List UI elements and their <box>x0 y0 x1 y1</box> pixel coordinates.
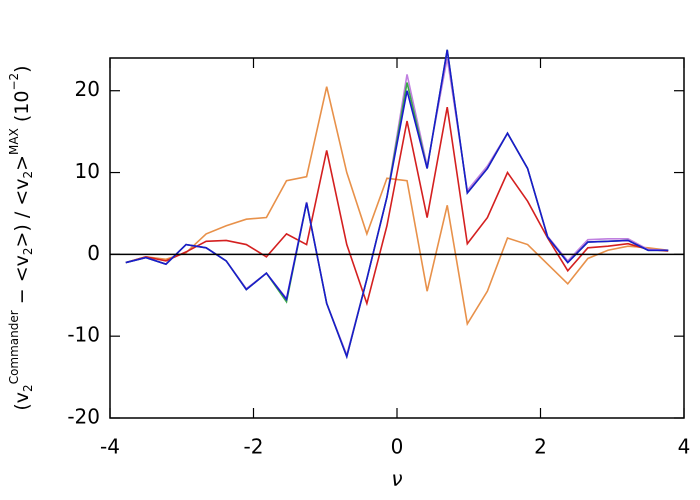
series-line <box>125 49 669 360</box>
y-axis-label: (v2Commander − <v2>) / <v2>MAX (10−2) <box>7 65 35 410</box>
y-label-part: ) <box>11 65 33 72</box>
y-label-part: (10 <box>11 91 33 129</box>
x-tick-label: -4 <box>100 435 120 459</box>
y-label-part: − <v <box>11 255 33 310</box>
y-label-part: >) / <v <box>11 179 33 248</box>
series-line <box>125 86 669 327</box>
y-label-part: −2 <box>7 73 21 91</box>
x-tick-label: 2 <box>534 435 547 459</box>
series-line <box>125 106 669 307</box>
y-tick-label: -10 <box>67 323 100 347</box>
y-label-part: > <box>11 155 33 171</box>
plot-frame <box>109 57 685 419</box>
y-label-part: 2 <box>21 384 35 392</box>
y-tick-label: 20 <box>75 77 100 101</box>
y-tick-label: 10 <box>75 159 100 183</box>
x-axis-label: ν <box>391 467 402 491</box>
y-label-part: (v <box>11 392 33 411</box>
x-tick-label: 4 <box>678 435 691 459</box>
y-tick-label: -20 <box>67 405 100 429</box>
x-tick-label: 0 <box>391 435 404 459</box>
x-tick-label: -2 <box>244 435 264 459</box>
y-label-part: 2 <box>21 171 35 179</box>
series-line <box>125 57 669 358</box>
y-tick-label: 0 <box>87 241 100 265</box>
y-label-part: MAX <box>7 128 21 155</box>
series-line <box>125 49 669 360</box>
y-label-part: 2 <box>21 247 35 255</box>
y-label-part: Commander <box>7 310 21 384</box>
